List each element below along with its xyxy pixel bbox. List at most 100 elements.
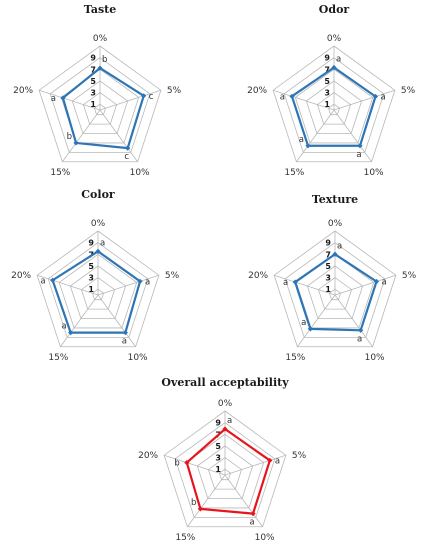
significance-letter: b (102, 55, 107, 65)
grid-ring (196, 445, 254, 499)
grid-ring (272, 45, 396, 163)
category-label: 0% (328, 219, 343, 229)
tick-label: 1 (215, 465, 221, 474)
axis-spoke (99, 109, 138, 163)
significance-letter: b (191, 498, 196, 508)
category-label: 15% (48, 353, 68, 363)
grid-ring (273, 230, 397, 348)
data-point (137, 278, 143, 284)
data-point (307, 326, 313, 332)
data-point (122, 330, 128, 336)
axis-spoke (333, 109, 372, 163)
data-point (60, 95, 66, 101)
significance-letter: a (280, 92, 285, 102)
tick-label: 3 (88, 274, 94, 283)
category-label: 0% (93, 34, 108, 44)
data-point (97, 65, 103, 71)
grid-ring (58, 253, 138, 329)
chart-title: Overall acceptability (161, 376, 289, 389)
axis-spoke (274, 274, 336, 296)
significance-letter: a (61, 322, 66, 332)
category-label: 20% (13, 86, 33, 96)
data-point (267, 457, 273, 464)
data-point (372, 93, 379, 100)
chart-title: Odor (319, 3, 350, 16)
tick-label: 5 (215, 442, 221, 451)
grid-ring (327, 103, 341, 116)
data-point (125, 145, 131, 151)
tick-label: 5 (325, 262, 331, 271)
grid-ring (49, 57, 151, 153)
axis-spoke (164, 454, 226, 476)
tick-label: 1 (90, 100, 96, 109)
significance-letter: a (122, 337, 127, 347)
tick-label: 9 (88, 239, 94, 248)
category-label: 0% (91, 219, 106, 229)
tick-label: 1 (325, 285, 331, 294)
grid-ring (91, 288, 105, 301)
chart-title: Texture (312, 193, 358, 206)
axis-spoke (296, 109, 335, 163)
significance-letter: a (145, 277, 150, 287)
series-line (61, 67, 145, 150)
axis-spoke (97, 274, 159, 296)
tick-label: 9 (325, 239, 331, 248)
tick-label: 3 (90, 89, 96, 98)
significance-letter: a (227, 416, 232, 426)
grid-ring (283, 57, 385, 153)
category-label: 10% (128, 353, 148, 363)
category-label: 10% (365, 353, 385, 363)
significance-letter: a (275, 456, 280, 466)
series-line (290, 66, 377, 147)
data-point (305, 143, 311, 149)
axis-spoke (224, 474, 263, 528)
grid-ring (305, 80, 363, 134)
significance-letter: a (51, 94, 56, 104)
significance-letter: a (40, 276, 45, 286)
category-label: 5% (165, 271, 180, 281)
grid-ring (317, 277, 353, 310)
grid-ring (80, 277, 116, 310)
category-label: 5% (167, 86, 182, 96)
radar-chart: Texture 1 3 5 7 9 0% 5% 10% 15% 20% a a a a a (248, 193, 416, 363)
tick-label: 5 (324, 77, 330, 86)
tick-label: 1 (324, 100, 330, 109)
grid-ring (93, 103, 107, 116)
axis-spoke (333, 89, 395, 111)
significance-letter: a (100, 238, 105, 248)
tick-label: 3 (215, 454, 221, 463)
grid-ring (284, 242, 386, 338)
tick-label: 3 (325, 274, 331, 283)
significance-letter: c (124, 152, 129, 162)
data-point (95, 248, 101, 254)
grid-ring (328, 288, 342, 301)
significance-letter: c (149, 92, 154, 102)
data-point (184, 459, 190, 466)
data-point (197, 506, 203, 512)
data-point (373, 278, 380, 285)
tick-label: 9 (90, 54, 96, 63)
tick-label: 1 (88, 285, 94, 294)
category-label: 20% (138, 451, 158, 461)
data-point (331, 64, 337, 71)
category-label: 10% (130, 168, 150, 178)
category-label: 10% (364, 168, 384, 178)
category-label: 15% (284, 168, 304, 178)
category-label: 5% (402, 271, 417, 281)
axis-spoke (62, 109, 101, 163)
category-label: 10% (255, 533, 275, 543)
axis-spoke (334, 294, 373, 348)
significance-letter: a (301, 318, 306, 328)
category-label: 5% (292, 451, 307, 461)
data-point (358, 327, 364, 333)
category-label: 15% (285, 353, 305, 363)
data-point (141, 93, 147, 99)
data-point (332, 251, 338, 257)
tick-label: 7 (90, 65, 96, 74)
significance-letter: a (356, 150, 361, 160)
radar-chart: Overall acceptability135790%5%10%15%20%a… (138, 376, 306, 543)
significance-letter: a (299, 135, 304, 145)
grid-ring (294, 68, 374, 144)
